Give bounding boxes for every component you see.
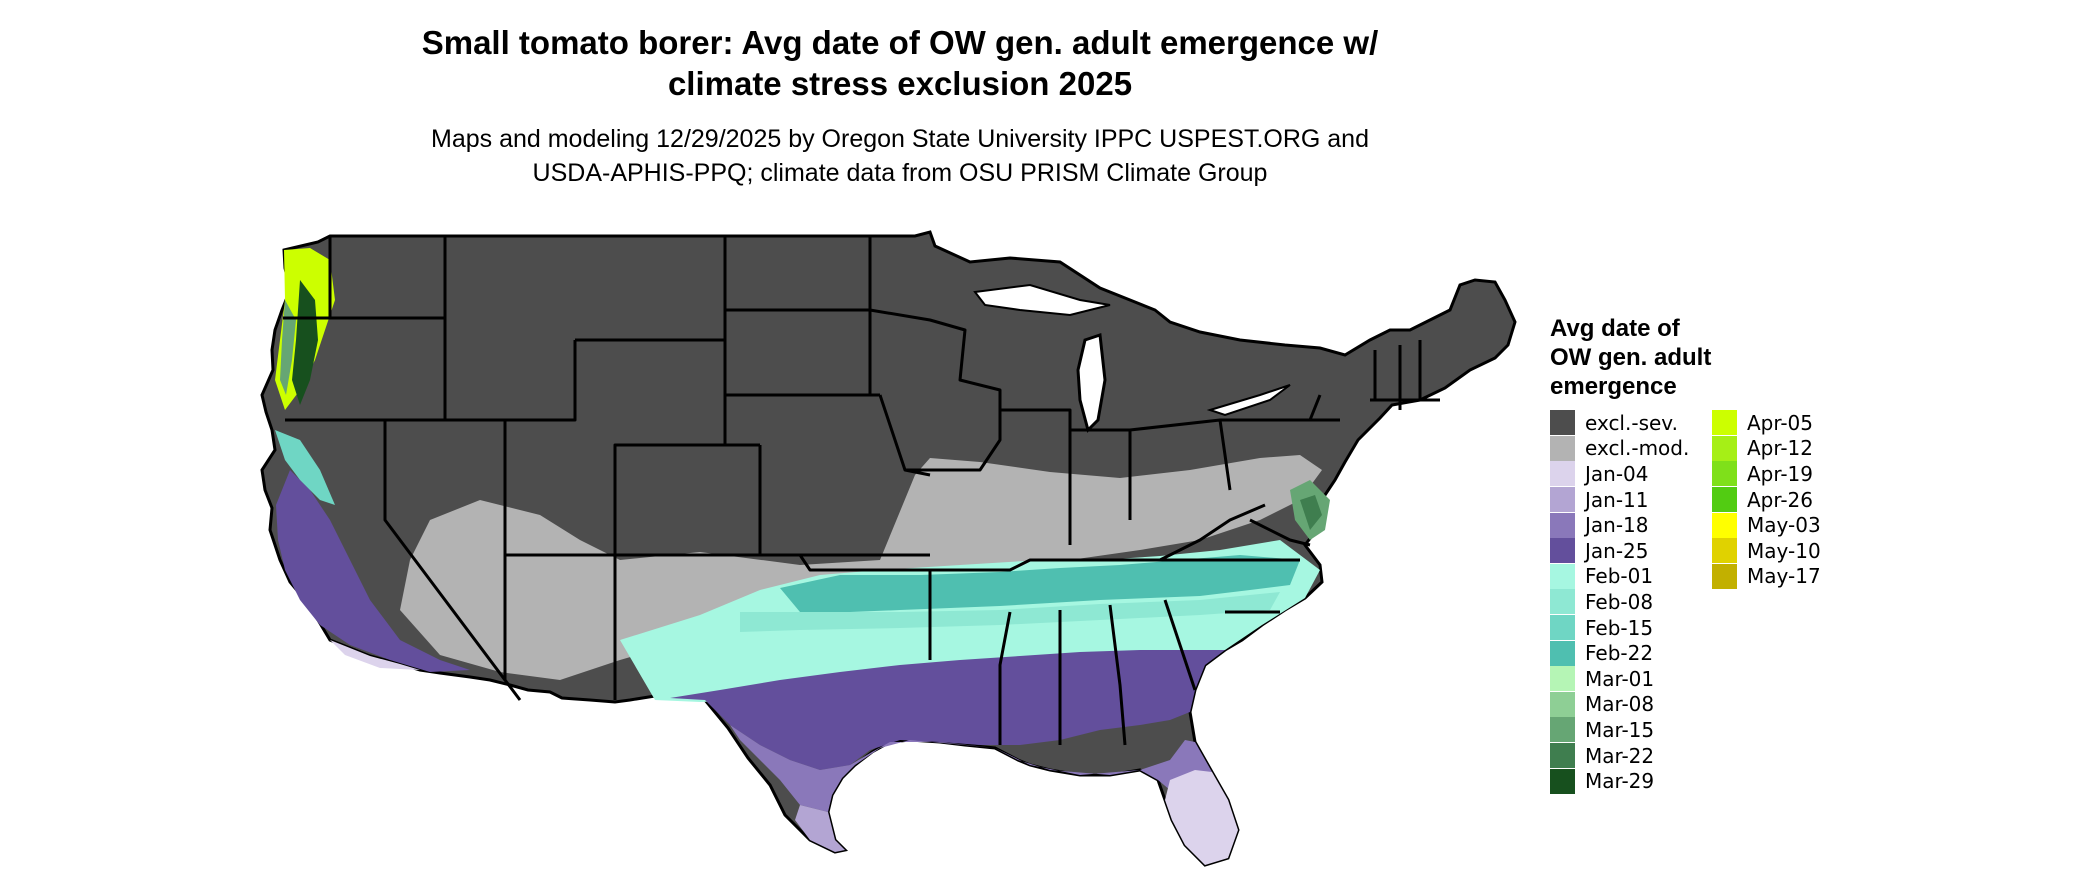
- legend-label: May-03: [1747, 513, 1821, 538]
- zone-excl-mod-southwest: [500, 550, 640, 670]
- legend-item: excl.-mod.: [1550, 435, 1690, 462]
- legend-swatch: [1550, 768, 1575, 794]
- legend-label: Feb-22: [1585, 641, 1654, 666]
- legend-label: Apr-26: [1747, 487, 1813, 512]
- legend-swatch: [1712, 487, 1737, 513]
- legend-label: Mar-22: [1585, 743, 1655, 768]
- zone-feb-22: [780, 555, 1300, 612]
- legend-label: Mar-29: [1585, 769, 1655, 794]
- legend-swatch: [1550, 461, 1575, 487]
- legend-column-2: Apr-05 Apr-12 Apr-19 Apr-26 May-03 May-10 May-…: [1712, 410, 1821, 589]
- zone-jan-25: [670, 650, 1225, 770]
- legend-swatch: [1550, 743, 1575, 769]
- legend-item: excl.-sev.: [1550, 410, 1689, 436]
- map-title: Small tomato borer: Avg date of OW gen. …: [0, 22, 1800, 104]
- legend-item: Feb-08: [1550, 589, 1689, 615]
- legend-item: Jan-18: [1550, 512, 1689, 538]
- lake-superior: [973, 283, 1111, 317]
- zone-mar-29-midatlantic: [1300, 495, 1322, 530]
- lake-erie: [1206, 384, 1291, 417]
- legend-label: Apr-19: [1747, 461, 1813, 486]
- legend-label: Mar-08: [1585, 692, 1655, 717]
- zone-jan-04-socal: [330, 640, 420, 670]
- legend-swatch: [1550, 717, 1575, 743]
- legend-title: Avg date of OW gen. adult emergence: [1550, 314, 1711, 401]
- legend-label: Apr-05: [1747, 410, 1813, 435]
- legend-title-line-2: OW gen. adult: [1550, 344, 1712, 371]
- legend-swatch: [1712, 538, 1737, 564]
- legend-swatch: [1712, 461, 1737, 487]
- legend-swatch: [1712, 435, 1737, 461]
- legend-label: May-10: [1747, 538, 1821, 563]
- legend-title-line-1: Avg date of: [1550, 315, 1680, 342]
- zone-mar-15-pnw: [280, 300, 296, 395]
- legend-item: May-17: [1712, 563, 1821, 590]
- legend-label: excl.-sev.: [1585, 410, 1678, 435]
- legend-item: Feb-01: [1550, 563, 1689, 590]
- title-line-1: Small tomato borer: Avg date of OW gen. …: [421, 24, 1379, 61]
- legend-label: Mar-15: [1585, 717, 1655, 742]
- legend-item: Feb-15: [1550, 615, 1689, 641]
- zone-excl-mod: [400, 455, 1322, 680]
- zone-jan-04-florida: [1165, 770, 1238, 865]
- legend-swatch: [1712, 512, 1737, 538]
- legend-item: Apr-19: [1712, 461, 1821, 487]
- map-subtitle: Maps and modeling 12/29/2025 by Oregon S…: [0, 122, 1800, 190]
- legend-item: Mar-15: [1550, 717, 1689, 743]
- legend-label: Apr-12: [1747, 436, 1813, 461]
- legend-item: Mar-29: [1550, 768, 1689, 794]
- legend-label: Jan-18: [1585, 513, 1649, 538]
- subtitle-line-2: USDA-APHIS-PPQ; climate data from OSU PR…: [532, 159, 1268, 187]
- legend-swatch: [1712, 410, 1737, 436]
- legend-swatch: [1550, 410, 1575, 436]
- zone-mar-29-pnw: [292, 280, 318, 405]
- legend-title-line-3: emergence: [1550, 373, 1677, 400]
- legend-swatch: [1550, 563, 1575, 589]
- legend-column-1: excl.-sev. excl.-mod. Jan-04 Jan-11 Jan-18 Ja…: [1550, 410, 1689, 794]
- zone-jan-11-south-texas: [795, 805, 845, 852]
- legend-swatch: [1550, 691, 1575, 717]
- legend-item: Feb-22: [1550, 640, 1689, 666]
- legend-item: Mar-22: [1550, 743, 1689, 769]
- legend-item: May-10: [1712, 538, 1821, 564]
- legend-swatch: [1550, 538, 1575, 564]
- subtitle-line-1: Maps and modeling 12/29/2025 by Oregon S…: [431, 125, 1369, 153]
- state-borders: [283, 236, 1440, 746]
- legend-label: Feb-01: [1585, 564, 1654, 589]
- legend-swatch: [1550, 589, 1575, 615]
- legend-label: May-17: [1747, 564, 1821, 589]
- legend-item: Apr-26: [1712, 487, 1821, 513]
- legend-label: Mar-01: [1585, 666, 1655, 691]
- legend-swatch: [1550, 435, 1575, 461]
- legend-item: May-03: [1712, 512, 1821, 538]
- title-line-2: climate stress exclusion 2025: [667, 65, 1133, 102]
- legend-item: Jan-04: [1550, 461, 1689, 487]
- legend-item: Apr-12: [1712, 435, 1821, 462]
- zone-feb-01-california: [275, 430, 335, 505]
- legend-item: Mar-08: [1550, 691, 1689, 718]
- legend-label: Jan-04: [1585, 461, 1649, 486]
- legend-label: excl.-mod.: [1585, 436, 1690, 461]
- lake-michigan: [1076, 332, 1107, 433]
- legend-swatch: [1550, 666, 1575, 692]
- legend-swatch: [1550, 487, 1575, 513]
- legend-item: Mar-01: [1550, 666, 1689, 692]
- zone-jan-25-california: [276, 470, 470, 672]
- legend-label: Feb-15: [1585, 615, 1654, 640]
- legend-label: Jan-11: [1585, 487, 1649, 512]
- legend-item: Jan-25: [1550, 538, 1689, 564]
- legend-label: Feb-08: [1585, 589, 1654, 614]
- legend-swatch: [1550, 640, 1575, 666]
- legend-item: Jan-11: [1550, 487, 1689, 513]
- legend-swatch: [1550, 615, 1575, 641]
- legend-item: Apr-05: [1712, 410, 1821, 436]
- legend-swatch: [1550, 512, 1575, 538]
- legend-swatch: [1712, 563, 1737, 589]
- legend-label: Jan-25: [1585, 538, 1649, 563]
